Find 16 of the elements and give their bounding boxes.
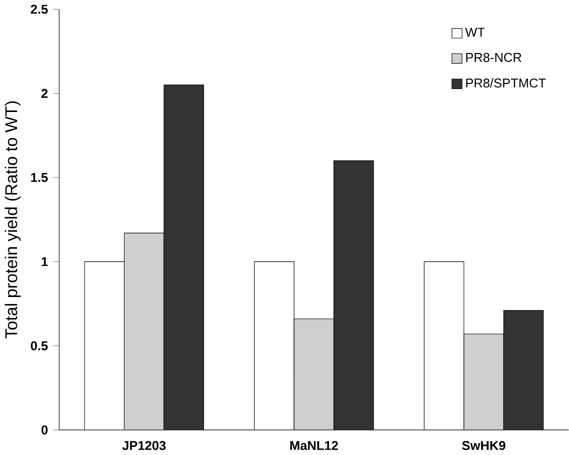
y-axis-title: Total protein yield (Ratio to WT) [4, 102, 21, 339]
legend-label: PR8/SPTMCT [466, 78, 546, 88]
y-tick-label: 2 [41, 89, 48, 98]
y-tick-label: 0.5 [30, 341, 48, 350]
y-tick-label: 1 [42, 257, 48, 266]
x-tick-label: JP1203 [122, 441, 166, 450]
legend-label: PR8-NCR [466, 53, 522, 62]
y-tick-label: 2.5 [30, 4, 48, 14]
y-tick-label: 0 [42, 426, 48, 435]
bar [503, 310, 544, 430]
x-tick-label: MaNL12 [290, 441, 338, 450]
y-tick-label: 1.5 [31, 173, 48, 182]
bar [334, 160, 374, 430]
legend-label: WT [465, 28, 485, 37]
x-tick-label: SwHK9 [462, 441, 506, 450]
bar [164, 85, 204, 430]
